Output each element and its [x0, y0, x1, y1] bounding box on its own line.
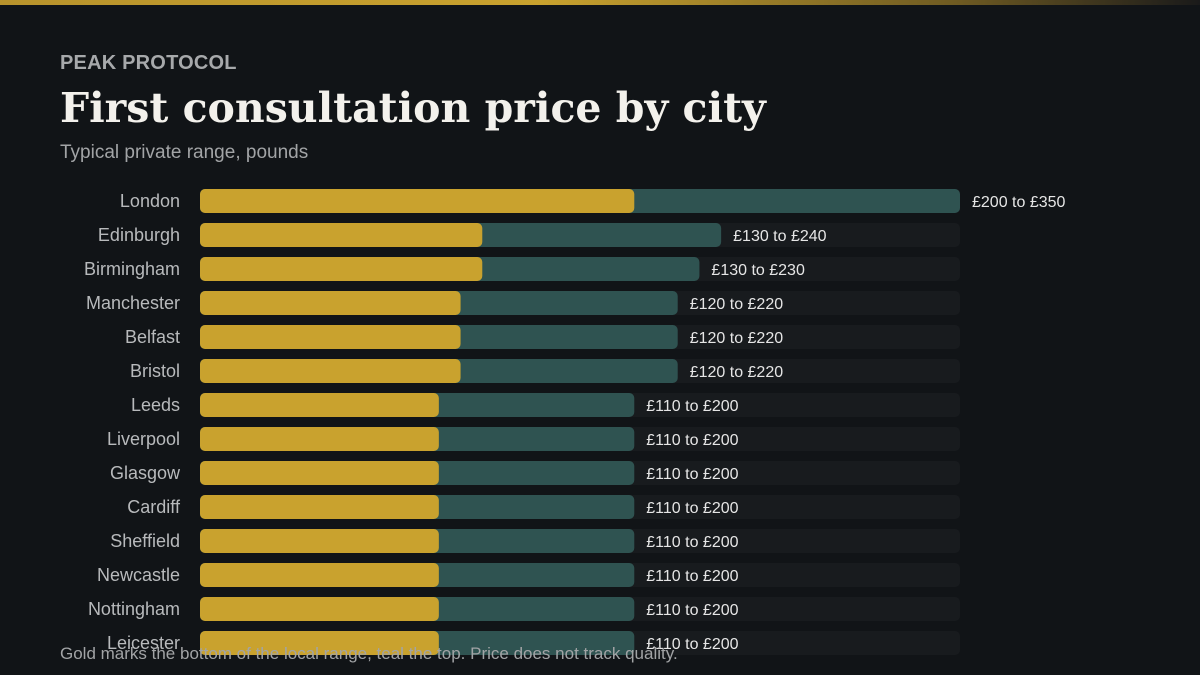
category-label: Leeds [131, 395, 180, 415]
category-label: Bristol [130, 361, 180, 381]
bar-low-london [200, 189, 635, 213]
bar-low-belfast [200, 325, 461, 349]
chart-row-birmingham: Birmingham £130 to £230 [84, 257, 960, 281]
value-label: £110 to £200 [646, 500, 738, 517]
category-label: Birmingham [84, 259, 180, 279]
category-label: Leicester [107, 633, 180, 653]
category-label: Belfast [125, 327, 180, 347]
chart-row-edinburgh: Edinburgh £130 to £240 [98, 223, 960, 247]
bar-low-glasgow [200, 461, 439, 485]
brand-label: PEAK PROTOCOL [60, 52, 237, 74]
chart-row-london: London £200 to £350 [120, 189, 1066, 213]
bar-low-manchester [200, 291, 461, 315]
chart-row-bristol: Bristol £120 to £220 [130, 359, 960, 383]
value-label: £130 to £230 [711, 262, 805, 279]
chart-row-manchester: Manchester £120 to £220 [86, 291, 960, 315]
top-accent-rule [0, 0, 1200, 5]
chart-row-glasgow: Glasgow £110 to £200 [110, 461, 960, 485]
value-label: £120 to £220 [690, 296, 784, 313]
chart-row-newcastle: Newcastle £110 to £200 [97, 563, 960, 587]
chart-row-sheffield: Sheffield £110 to £200 [110, 529, 960, 553]
chart-row-cardiff: Cardiff £110 to £200 [127, 495, 960, 519]
chart-row-belfast: Belfast £120 to £220 [125, 325, 960, 349]
category-label: Cardiff [127, 497, 181, 517]
category-label: Manchester [86, 293, 180, 313]
bar-low-leicester [200, 631, 439, 655]
value-label: £110 to £200 [646, 602, 738, 619]
value-label: £110 to £200 [646, 398, 738, 415]
category-label: Edinburgh [98, 225, 180, 245]
category-label: Sheffield [110, 531, 180, 551]
value-label: £120 to £220 [690, 330, 784, 347]
chart-subtitle: Typical private range, pounds [60, 142, 309, 163]
category-label: Newcastle [97, 565, 180, 585]
bar-low-liverpool [200, 427, 439, 451]
chart-footnote: Gold marks the bottom of the local range… [60, 644, 678, 663]
category-label: Liverpool [107, 429, 180, 449]
value-label: £110 to £200 [646, 534, 738, 551]
bar-low-edinburgh [200, 223, 483, 247]
value-label: £110 to £200 [646, 432, 738, 449]
chart-row-leicester: Leicester £110 to £200 [107, 631, 960, 655]
value-label: £110 to £200 [646, 636, 738, 653]
chart-title: First consultation price by city [60, 84, 766, 132]
bar-low-bristol [200, 359, 461, 383]
bar-low-newcastle [200, 563, 439, 587]
chart-row-liverpool: Liverpool £110 to £200 [107, 427, 960, 451]
bar-low-leeds [200, 393, 439, 417]
bar-low-cardiff [200, 495, 439, 519]
bar-low-sheffield [200, 529, 439, 553]
chart-row-nottingham: Nottingham £110 to £200 [88, 597, 960, 621]
value-label: £200 to £350 [972, 194, 1066, 211]
chart-row-leeds: Leeds £110 to £200 [131, 393, 960, 417]
value-label: £110 to £200 [646, 568, 738, 585]
category-label: Nottingham [88, 599, 180, 619]
category-label: Glasgow [110, 463, 181, 483]
bar-low-nottingham [200, 597, 439, 621]
value-label: £120 to £220 [690, 364, 784, 381]
value-label: £110 to £200 [646, 466, 738, 483]
category-label: London [120, 191, 180, 211]
bar-low-birmingham [200, 257, 483, 281]
value-label: £130 to £240 [733, 228, 827, 245]
